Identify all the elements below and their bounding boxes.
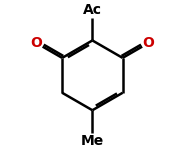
Text: Me: Me: [81, 134, 104, 148]
Text: O: O: [143, 36, 155, 50]
Text: O: O: [30, 36, 42, 50]
Text: Ac: Ac: [83, 3, 102, 17]
